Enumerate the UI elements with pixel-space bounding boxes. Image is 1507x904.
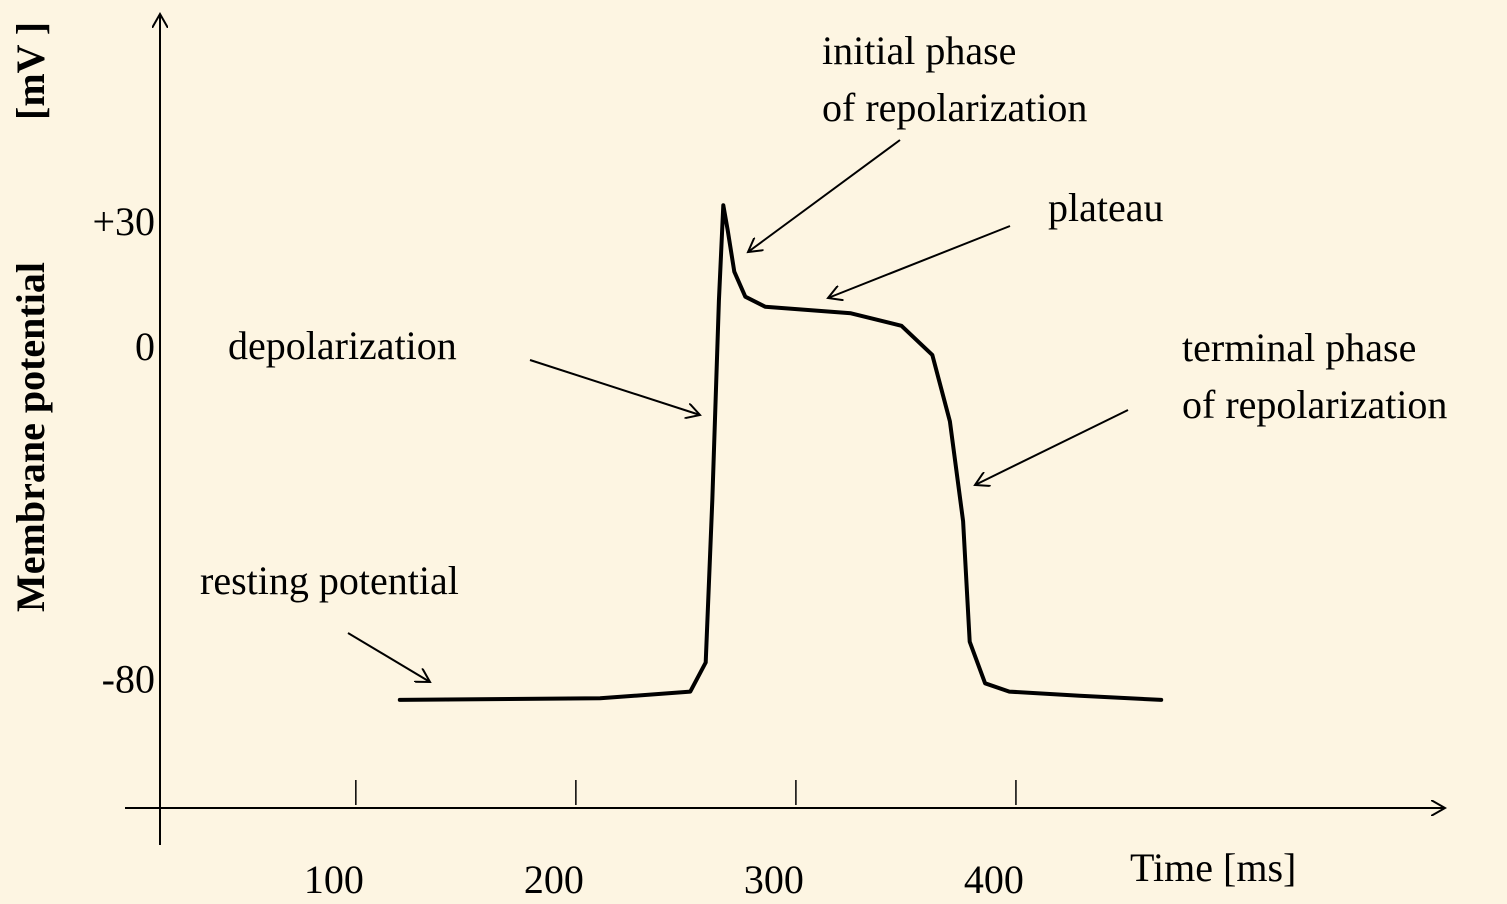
annotation: terminal phase	[1182, 325, 1416, 370]
x-tick-label: 100	[304, 857, 364, 902]
y-tick-label: 0	[135, 324, 155, 369]
x-tick-label: 300	[744, 857, 804, 902]
y-axis-unit: [mV ]	[8, 22, 53, 120]
arrow	[748, 139, 901, 252]
annotation: resting potential	[200, 558, 459, 603]
arrow	[828, 225, 1011, 298]
annotation-arrows	[347, 139, 1129, 682]
y-axis-label: Membrane potential	[8, 262, 53, 612]
arrow	[529, 359, 700, 415]
y-tick-label: +30	[92, 199, 155, 244]
annotation: depolarization	[228, 323, 457, 368]
x-tick-label: 400	[964, 857, 1024, 902]
arrow	[975, 409, 1129, 485]
y-tick-label: -80	[102, 656, 155, 701]
x-axis-label: Time [ms]	[1130, 845, 1296, 890]
action-potential-line	[397, 203, 1164, 702]
annotation: initial phase	[822, 28, 1016, 73]
arrow	[347, 632, 430, 682]
annotation: plateau	[1048, 185, 1164, 230]
x-tick-label: 200	[524, 857, 584, 902]
annotation: of repolarization	[822, 85, 1087, 130]
annotation: of repolarization	[1182, 382, 1447, 427]
